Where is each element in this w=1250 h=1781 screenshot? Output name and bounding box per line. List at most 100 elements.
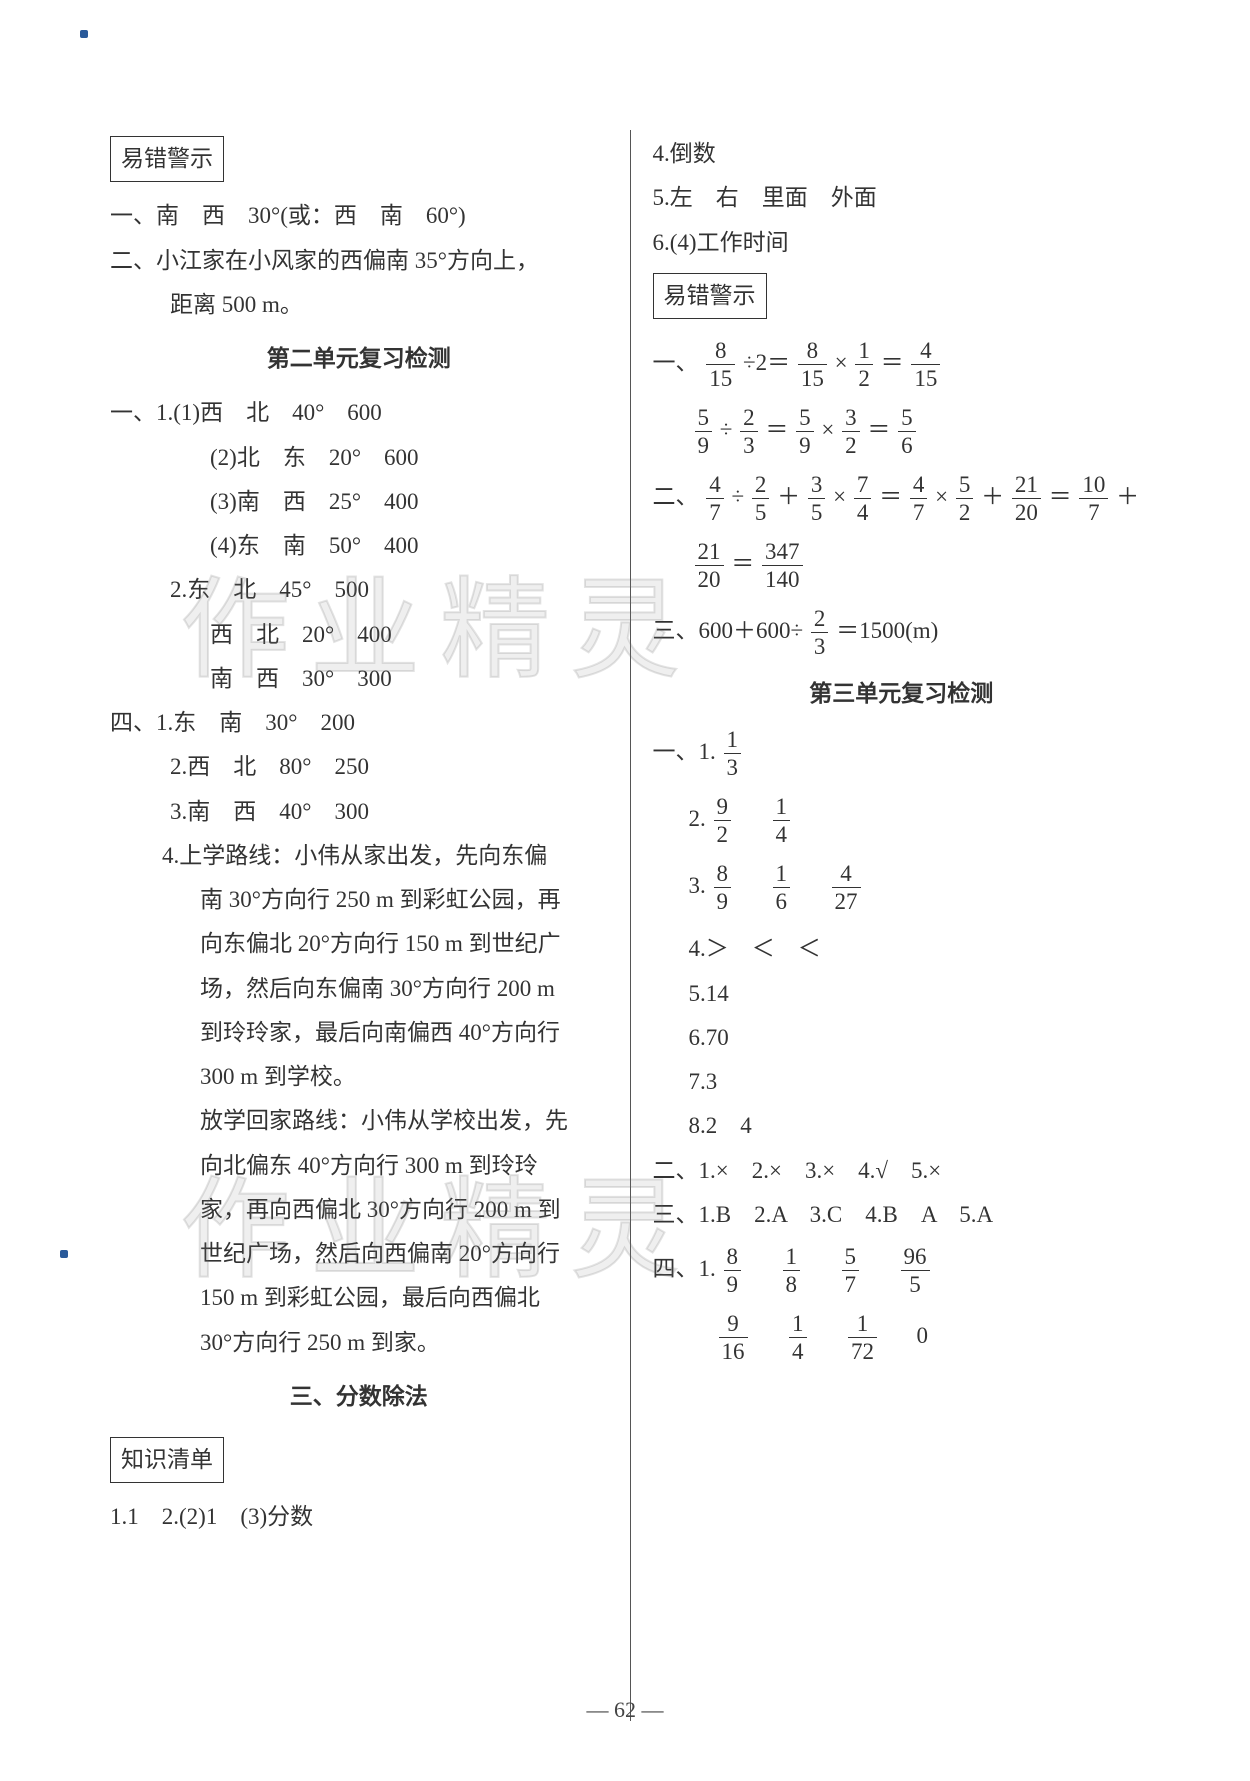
item-prefix: 3. xyxy=(689,873,706,898)
page-content: 易错警示 一、南 西 30°(或：西 南 60°) 二、小江家在小风家的西偏南 … xyxy=(110,130,1150,1721)
answer-line: (4)东 南 50° 400 xyxy=(110,526,608,566)
fraction: 23 xyxy=(740,406,758,457)
fraction: 89 xyxy=(724,1245,742,1296)
page-marker-top xyxy=(80,30,88,38)
box-mistake-warning: 易错警示 xyxy=(110,136,224,182)
answer-line: 7.3 xyxy=(653,1062,1151,1102)
fraction: 92 xyxy=(714,795,732,846)
fraction: 12 xyxy=(855,339,873,390)
answer-line: (2)北 东 20° 600 xyxy=(110,438,608,478)
fraction: 916 xyxy=(719,1312,748,1363)
answer-line: 一、1.(1)西 北 40° 600 xyxy=(110,393,608,433)
fraction: 107 xyxy=(1079,473,1108,524)
paragraph-route: 300 m 到学校。 xyxy=(110,1057,608,1097)
fraction: 47 xyxy=(910,473,928,524)
text-line: 一、南 西 30°(或：西 南 60°) xyxy=(110,196,608,236)
paragraph-route: 150 m 到彩虹公园，最后向西偏北 xyxy=(110,1278,608,1318)
fraction: 14 xyxy=(773,795,791,846)
answer-line: 916 14 172 0 xyxy=(653,1312,1151,1363)
text-line: 二、小江家在小风家的西偏南 35°方向上， xyxy=(110,241,608,281)
paragraph-route: 世纪广场，然后向西偏南 20°方向行 xyxy=(110,1234,608,1274)
answer-line: 2. 92 14 xyxy=(653,795,1151,846)
fraction: 89 xyxy=(714,862,732,913)
answer-line: 6.(4)工作时间 xyxy=(653,223,1151,263)
heading-unit2-review: 第二单元复习检测 xyxy=(110,339,608,379)
paragraph-route: 家，再向西偏北 30°方向行 200 m 到 xyxy=(110,1190,608,1230)
fraction: 16 xyxy=(773,862,791,913)
fraction: 52 xyxy=(956,473,974,524)
answer-line: (3)南 西 25° 400 xyxy=(110,482,608,522)
fraction: 14 xyxy=(789,1312,807,1363)
equation-2: 59 ÷ 23 ＝ 59 × 32 ＝ 56 xyxy=(653,406,1151,457)
answer-line: 3.南 西 40° 300 xyxy=(110,792,608,832)
equation-1: 一、 815 ÷2＝ 815 × 12 ＝ 415 xyxy=(653,339,1151,390)
answer-line: 二、1.× 2.× 3.× 4.√ 5.× xyxy=(653,1151,1151,1191)
equation-3: 二、 47 ÷ 25 ＋ 35 × 74 ＝ 47 × 52 ＋ 2120 ＝ … xyxy=(653,473,1151,524)
fraction: 35 xyxy=(808,473,826,524)
fraction: 172 xyxy=(848,1312,877,1363)
fraction: 427 xyxy=(832,862,861,913)
item-prefix: 一、1. xyxy=(653,739,716,764)
fraction: 2120 xyxy=(695,540,724,591)
answer-line: 四、1. 89 18 57 965 xyxy=(653,1245,1151,1296)
fraction: 56 xyxy=(898,406,916,457)
fraction: 32 xyxy=(842,406,860,457)
text-line: 距离 500 m。 xyxy=(110,285,608,325)
left-column: 易错警示 一、南 西 30°(或：西 南 60°) 二、小江家在小风家的西偏南 … xyxy=(110,130,631,1721)
fraction: 25 xyxy=(752,473,770,524)
answer-line: 西 北 20° 400 xyxy=(110,615,608,655)
answer-line: 8.2 4 xyxy=(653,1106,1151,1146)
fraction: 18 xyxy=(783,1245,801,1296)
fraction: 415 xyxy=(911,339,940,390)
fraction: 74 xyxy=(854,473,872,524)
answer-line: 2.东 北 45° 500 xyxy=(110,570,608,610)
eq-prefix: 三、600＋600÷ xyxy=(653,618,804,643)
equation-4: 三、600＋600÷ 23 ＝1500(m) xyxy=(653,607,1151,658)
paragraph-route: 到玲玲家，最后向南偏西 40°方向行 xyxy=(110,1013,608,1053)
knowledge-line: 1.1 2.(2)1 (3)分数 xyxy=(110,1497,608,1537)
answer-line: 6.70 xyxy=(653,1018,1151,1058)
heading-unit3-review: 第三单元复习检测 xyxy=(653,674,1151,714)
heading-unit3-fraction-division: 三、分数除法 xyxy=(110,1377,608,1417)
equation-3b: 2120 ＝ 347140 xyxy=(653,540,1151,591)
right-column: 4.倒数 5.左 右 里面 外面 6.(4)工作时间 易错警示 一、 815 ÷… xyxy=(631,130,1151,1721)
fraction: 57 xyxy=(842,1245,860,1296)
answer-line: 2.西 北 80° 250 xyxy=(110,747,608,787)
box-mistake-warning: 易错警示 xyxy=(653,273,767,319)
fraction: 13 xyxy=(724,728,742,779)
page-number: — 62 — xyxy=(0,1697,1250,1723)
answer-value: 0 xyxy=(917,1323,929,1348)
fraction: 815 xyxy=(798,339,827,390)
fraction: 47 xyxy=(706,473,724,524)
fraction: 59 xyxy=(796,406,814,457)
eq-prefix: 一、 xyxy=(653,350,699,375)
page-marker-bottom xyxy=(60,1250,68,1258)
box-knowledge-list: 知识清单 xyxy=(110,1437,224,1483)
paragraph-route: 放学回家路线：小伟从学校出发，先 xyxy=(110,1101,608,1141)
answer-line: 3. 89 16 427 xyxy=(653,862,1151,913)
fraction: 23 xyxy=(811,607,829,658)
answer-line: 四、1.东 南 30° 200 xyxy=(110,703,608,743)
paragraph-route: 30°方向行 250 m 到家。 xyxy=(110,1323,608,1363)
answer-line: 4.倒数 xyxy=(653,134,1151,174)
answer-line: 4.＞ ＜ ＜ xyxy=(653,929,1151,969)
paragraph-route: 向北偏东 40°方向行 300 m 到玲玲 xyxy=(110,1146,608,1186)
fraction: 965 xyxy=(901,1245,930,1296)
answer-line: 三、1.B 2.A 3.C 4.B A 5.A xyxy=(653,1195,1151,1235)
fraction: 2120 xyxy=(1012,473,1041,524)
answer-line: 南 西 30° 300 xyxy=(110,659,608,699)
eq-suffix: ＝1500(m) xyxy=(836,618,938,643)
fraction: 815 xyxy=(706,339,735,390)
item-prefix: 四、1. xyxy=(653,1256,716,1281)
paragraph-route: 南 30°方向行 250 m 到彩虹公园，再 xyxy=(110,880,608,920)
fraction: 347140 xyxy=(762,540,803,591)
paragraph-route: 场，然后向东偏南 30°方向行 200 m xyxy=(110,969,608,1009)
answer-line: 5.左 右 里面 外面 xyxy=(653,178,1151,218)
eq-prefix: 二、 xyxy=(653,484,699,509)
item-prefix: 2. xyxy=(689,806,706,831)
fraction: 59 xyxy=(695,406,713,457)
answer-line: 一、1. 13 xyxy=(653,728,1151,779)
paragraph-route: 向东偏北 20°方向行 150 m 到世纪广 xyxy=(110,924,608,964)
paragraph-route: 4.上学路线：小伟从家出发，先向东偏 xyxy=(110,836,608,876)
answer-line: 5.14 xyxy=(653,974,1151,1014)
